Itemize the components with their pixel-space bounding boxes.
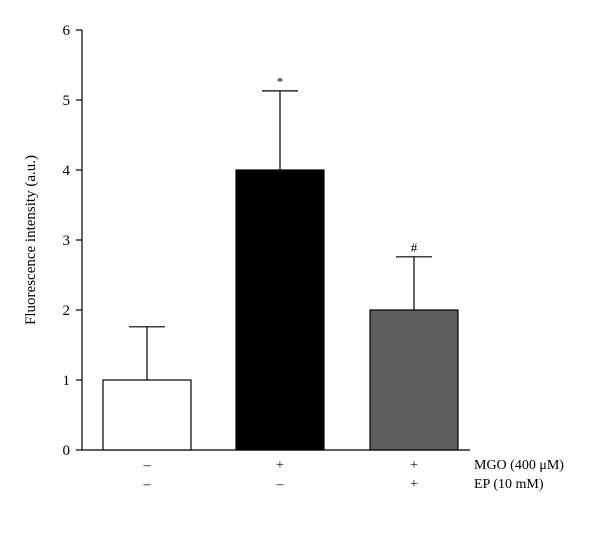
bar <box>102 379 192 451</box>
y-tick-label: 1 <box>63 373 71 389</box>
treatment-sign: + <box>276 458 284 473</box>
y-tick-label: 3 <box>63 233 71 249</box>
y-tick-label: 0 <box>63 443 71 459</box>
treatment-sign: + <box>410 458 418 473</box>
treatment-table: – + + MGO (400 μM) – – + EP (10 mM) <box>143 458 565 492</box>
treatment-label: EP (10 mM) <box>474 477 544 492</box>
y-tick-label: 4 <box>63 163 71 179</box>
treatment-sign: – <box>143 477 152 492</box>
treatment-sign: + <box>410 477 418 492</box>
treatment-label: MGO (400 μM) <box>474 458 564 473</box>
y-tick-label: 2 <box>63 303 71 319</box>
treatment-sign: – <box>143 458 152 473</box>
y-tick-label: 6 <box>63 23 71 39</box>
y-tick-label: 5 <box>63 93 71 109</box>
significance-marker: # <box>411 240 418 255</box>
bars: *# <box>102 74 459 451</box>
y-ticks: 0 1 2 3 4 5 6 <box>63 23 82 459</box>
significance-marker: * <box>277 74 284 89</box>
treatment-sign: – <box>276 477 285 492</box>
y-axis-label: Fluorescence intensity (a.u.) <box>23 155 39 325</box>
bar <box>235 169 325 451</box>
bar <box>369 309 459 451</box>
